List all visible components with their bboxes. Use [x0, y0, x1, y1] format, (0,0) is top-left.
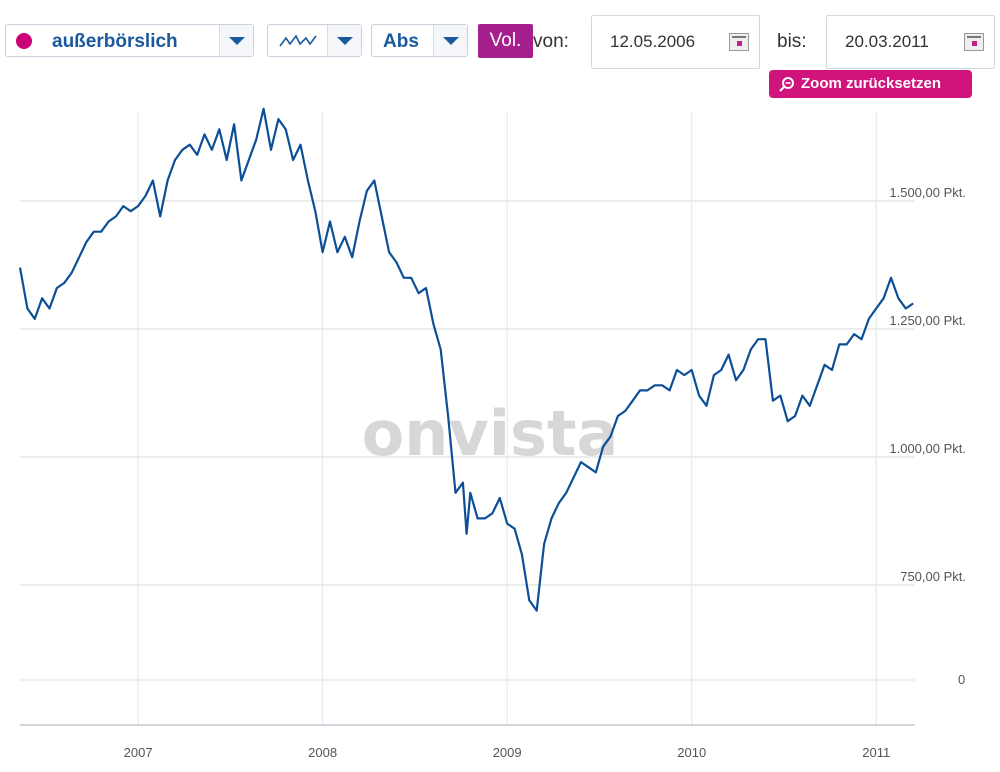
to-date-field[interactable]: 20.03.2011: [826, 15, 995, 69]
volume-tick-label: 0: [958, 672, 965, 687]
x-tick-label: 2007: [124, 745, 153, 760]
y-tick-label: 1.500,00 Pkt.: [889, 185, 966, 200]
to-label: bis:: [777, 31, 807, 52]
y-tick-label: 1.250,00 Pkt.: [889, 313, 966, 328]
price-line: [18, 107, 914, 612]
x-tick-label: 2009: [493, 745, 522, 760]
magnifier-icon: [779, 77, 794, 92]
watermark: onvista: [362, 397, 619, 470]
y-tick-label: 750,00 Pkt.: [900, 569, 966, 584]
exchange-label: außerbörslich: [52, 31, 178, 52]
y-tick-label: 1.000,00 Pkt.: [889, 441, 966, 456]
volume-toggle-button[interactable]: Vol.: [478, 24, 533, 58]
to-date-value: 20.03.2011: [845, 32, 929, 51]
x-axis-labels: 2007 2008 2009 2010 2011: [124, 745, 891, 760]
from-date-value: 12.05.2006: [610, 32, 696, 51]
chart-grid: [20, 112, 915, 725]
chevron-down-icon[interactable]: [327, 25, 361, 56]
calendar-icon[interactable]: [729, 33, 749, 51]
exchange-color-dot: [16, 33, 32, 49]
price-chart[interactable]: onvista 750,00 Pkt. 1.000,00 Pkt. 1.250,00…: [0, 95, 1000, 772]
chart-type-select[interactable]: [267, 24, 362, 57]
chevron-down-icon[interactable]: [219, 25, 253, 56]
scale-label: Abs: [383, 31, 419, 52]
from-label: von:: [533, 31, 569, 52]
x-tick-label: 2010: [677, 745, 706, 760]
scale-select[interactable]: Abs: [371, 24, 468, 57]
x-tick-label: 2008: [308, 745, 337, 760]
zoom-reset-button[interactable]: Zoom zurücksetzen: [769, 70, 972, 98]
chevron-down-icon[interactable]: [433, 25, 467, 56]
chart-toolbar: außerbörslich Abs Vol. von: 12.05.2006 b…: [0, 0, 1000, 100]
from-date-field[interactable]: 12.05.2006: [591, 15, 760, 69]
exchange-select[interactable]: außerbörslich: [5, 24, 254, 57]
calendar-icon[interactable]: [964, 33, 984, 51]
zoom-reset-label: Zoom zurücksetzen: [801, 75, 942, 92]
y-axis-labels: 750,00 Pkt. 1.000,00 Pkt. 1.250,00 Pkt. 1.5…: [889, 185, 966, 584]
x-tick-label: 2011: [862, 745, 890, 760]
line-chart-icon: [279, 34, 317, 47]
